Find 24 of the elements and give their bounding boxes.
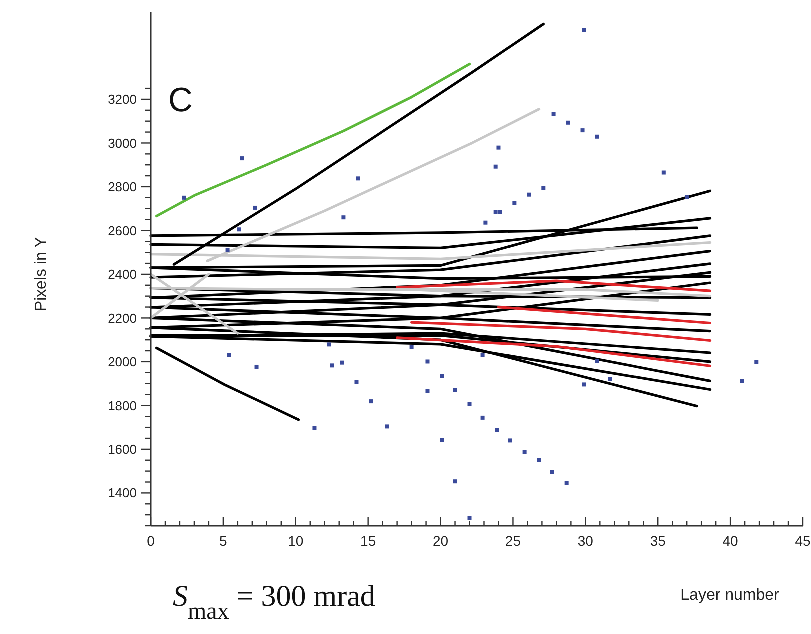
y-tick-label: 1400: [108, 486, 137, 501]
y-tick-label: 1600: [108, 442, 137, 457]
x-tick-label: 45: [795, 533, 811, 549]
x-axis-title: Layer number: [680, 587, 780, 604]
x-tick-label: 5: [220, 533, 228, 549]
y-tick-label: 2000: [108, 354, 137, 370]
x-tick-label: 40: [722, 533, 739, 549]
x-tick-label: 10: [288, 533, 304, 549]
x-tick-label: 20: [432, 533, 449, 549]
y-tick-label: 2600: [108, 223, 137, 238]
text: S$_{max}$ = 300 mrad: [173, 580, 376, 625]
x-tick-label: 15: [360, 533, 376, 549]
x-tick-label: 30: [578, 533, 594, 549]
x-tick-label: 0: [147, 533, 156, 549]
y-tick-label: 3000: [108, 136, 137, 151]
y-tick-label: 1800: [108, 398, 137, 414]
y-tick-label: 2400: [108, 267, 137, 282]
y-axis-title: Pixels in Y: [33, 236, 50, 312]
x-tick-label: 35: [650, 533, 666, 549]
y-tick-label: 3200: [108, 92, 137, 108]
x-tick-label: 25: [505, 533, 522, 549]
y-tick-label: 2200: [108, 310, 137, 326]
y-tick-label: 2800: [108, 180, 137, 195]
annotation: C: [168, 81, 193, 120]
